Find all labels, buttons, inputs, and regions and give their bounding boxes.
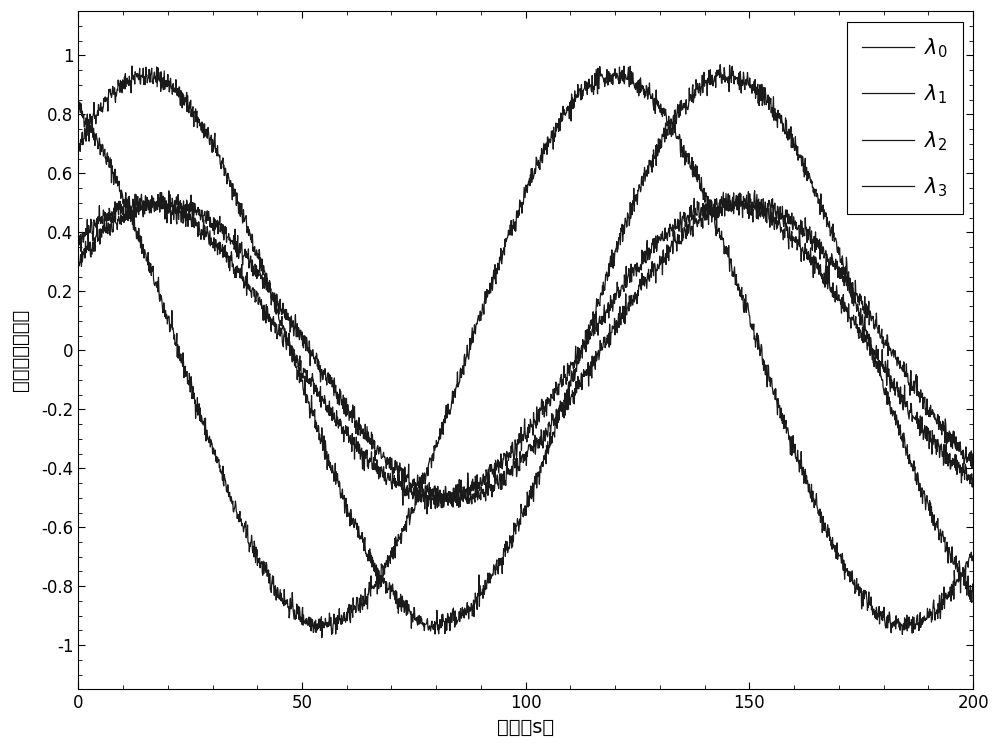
Line: $\lambda_0$: $\lambda_0$ <box>78 66 973 637</box>
$\lambda_1$ <box>714 60 726 69</box>
Legend: $\lambda_0$, $\lambda_1$, $\lambda_2$, $\lambda_3$: $\lambda_0$, $\lambda_1$, $\lambda_2$, $… <box>847 22 963 214</box>
$\lambda_0$ <box>618 61 630 70</box>
$\lambda_3$ <box>749 186 761 195</box>
$\lambda_2$ <box>942 462 954 470</box>
$\lambda_3$ <box>778 222 790 231</box>
$\lambda_3$ <box>967 449 979 458</box>
$\lambda_1$ <box>508 518 520 527</box>
$\lambda_0$ <box>118 195 130 204</box>
$\lambda_3$ <box>118 218 130 227</box>
$\lambda_2$ <box>508 452 520 461</box>
$\lambda_0$ <box>942 591 954 600</box>
$\lambda_3$ <box>508 459 520 468</box>
$\lambda_1$ <box>942 559 954 568</box>
$\lambda_2$ <box>156 188 168 197</box>
$\lambda_0$ <box>778 424 790 433</box>
$\lambda_2$ <box>778 229 790 238</box>
$\lambda_1$ <box>429 630 441 639</box>
Line: $\lambda_1$: $\lambda_1$ <box>78 64 973 634</box>
X-axis label: 时间（s）: 时间（s） <box>497 718 554 737</box>
Line: $\lambda_3$: $\lambda_3$ <box>78 191 973 508</box>
$\lambda_2$ <box>942 453 954 462</box>
$\lambda_1$ <box>72 144 84 153</box>
$\lambda_3$ <box>942 438 954 447</box>
$\lambda_0$ <box>942 593 954 602</box>
$\lambda_0$ <box>484 278 496 287</box>
$\lambda_3$ <box>942 429 954 438</box>
$\lambda_1$ <box>118 83 130 92</box>
$\lambda_3$ <box>431 503 443 512</box>
$\lambda_0$ <box>72 101 84 110</box>
$\lambda_0$ <box>508 222 520 231</box>
$\lambda_0$ <box>967 554 979 562</box>
$\lambda_3$ <box>484 482 496 491</box>
Line: $\lambda_2$: $\lambda_2$ <box>78 193 973 514</box>
$\lambda_2$ <box>967 482 979 491</box>
$\lambda_1$ <box>484 578 496 587</box>
$\lambda_1$ <box>967 587 979 596</box>
$\lambda_1$ <box>778 126 790 135</box>
$\lambda_3$ <box>72 263 84 272</box>
$\lambda_2$ <box>485 467 497 476</box>
Y-axis label: 姿态四元数分量: 姿态四元数分量 <box>11 309 30 391</box>
$\lambda_0$ <box>316 633 328 642</box>
$\lambda_2$ <box>421 509 433 518</box>
$\lambda_2$ <box>72 240 84 249</box>
$\lambda_1$ <box>942 548 954 557</box>
$\lambda_2$ <box>118 195 130 204</box>
